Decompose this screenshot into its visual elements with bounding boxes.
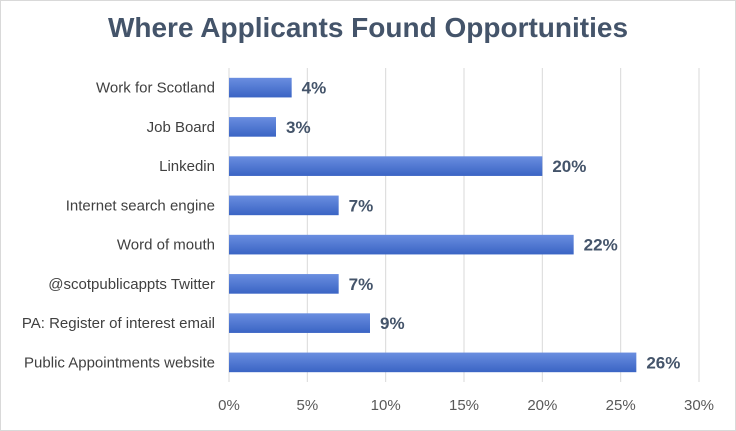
category-label: @scotpublicappts Twitter — [48, 276, 215, 293]
x-tick-label: 20% — [527, 397, 557, 414]
x-tick-label: 25% — [606, 397, 636, 414]
bar — [229, 352, 637, 373]
x-tick-labels: 0% 5% 10% 15% 20% 25% 30% — [218, 397, 714, 414]
bar — [229, 234, 574, 255]
data-label: 22% — [584, 236, 618, 255]
data-label: 9% — [380, 314, 405, 333]
chart-title: Where Applicants Found Opportunities — [107, 12, 629, 43]
category-label: Word of mouth — [117, 237, 215, 254]
x-tick-label: 15% — [449, 397, 479, 414]
bar — [229, 274, 339, 294]
category-labels: Work for Scotland Job Board Linkedin Intern… — [22, 80, 215, 372]
bar — [229, 313, 370, 333]
data-label: 7% — [349, 275, 374, 294]
x-tick-label: 0% — [218, 397, 240, 414]
data-label: 26% — [646, 353, 680, 372]
x-tick-label: 30% — [684, 397, 714, 414]
bar — [229, 156, 543, 176]
category-label: Internet search engine — [66, 197, 215, 214]
category-label: Job Board — [147, 119, 215, 136]
data-label: 20% — [552, 157, 586, 176]
bar — [229, 117, 276, 137]
data-label: 3% — [286, 118, 311, 137]
category-label: Linkedin — [159, 158, 215, 175]
x-tick-label: 10% — [371, 397, 401, 414]
data-label: 4% — [302, 79, 327, 98]
bars — [229, 77, 637, 373]
category-label: PA: Register of interest email — [22, 315, 215, 332]
category-label: Work for Scotland — [96, 80, 215, 97]
data-labels: 4% 3% 20% 7% 22% 7% 9% 26% — [286, 79, 680, 373]
x-tick-label: 5% — [296, 397, 318, 414]
gridlines — [228, 68, 700, 382]
bar — [229, 195, 339, 216]
category-label: Public Appointments website — [24, 354, 215, 371]
bar — [229, 77, 292, 98]
data-label: 7% — [349, 196, 374, 215]
